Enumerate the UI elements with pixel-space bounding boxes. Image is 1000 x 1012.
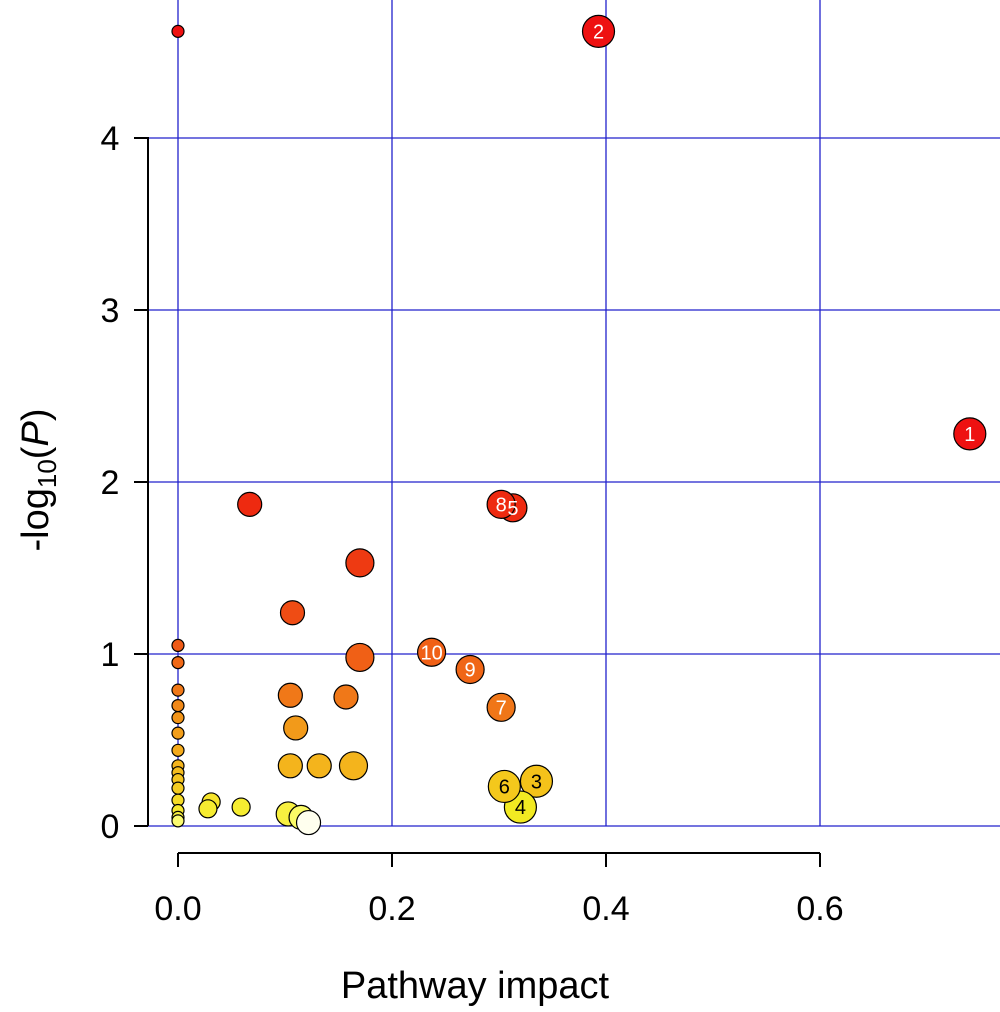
y-axis-title-subscript: 10 bbox=[32, 459, 62, 488]
y-axis-title-close: ) bbox=[15, 409, 57, 422]
y-ticks: 0 1 2 3 4 bbox=[101, 120, 148, 846]
data-point bbox=[171, 655, 185, 670]
x-tick-label: 0.4 bbox=[582, 890, 629, 928]
data-point bbox=[171, 711, 185, 725]
data-point bbox=[171, 24, 185, 38]
data-point bbox=[171, 698, 185, 713]
y-axis-title-open: ( bbox=[15, 446, 57, 459]
data-point bbox=[581, 14, 616, 48]
data-point bbox=[486, 692, 516, 722]
data-point bbox=[277, 682, 303, 708]
y-axis-title-prefix: -log bbox=[15, 488, 57, 551]
data-point bbox=[279, 600, 306, 626]
y-tick-label: 4 bbox=[101, 120, 120, 158]
data-point bbox=[171, 726, 185, 740]
data-point bbox=[338, 751, 369, 781]
data-point bbox=[487, 769, 521, 804]
data-point-label: 8 bbox=[496, 494, 507, 516]
data-point bbox=[171, 638, 185, 653]
data-point-label: 6 bbox=[499, 776, 510, 798]
data-point-label: 3 bbox=[531, 771, 542, 793]
data-point-label: 7 bbox=[496, 697, 507, 719]
x-tick-label: 0.2 bbox=[368, 890, 415, 928]
data-point-label: 4 bbox=[515, 797, 526, 819]
data-point bbox=[171, 814, 185, 828]
data-point bbox=[486, 489, 516, 519]
data-point bbox=[171, 743, 185, 757]
data-point bbox=[519, 764, 554, 798]
data-point bbox=[171, 781, 185, 795]
data-point bbox=[198, 799, 218, 819]
data-point-label: 2 bbox=[593, 21, 604, 43]
data-point bbox=[953, 417, 987, 451]
y-tick-label: 2 bbox=[101, 464, 120, 502]
data-points: 1 2 34 5 6 7 8 9 10 bbox=[171, 14, 987, 836]
data-point bbox=[231, 797, 251, 817]
y-tick-label: 3 bbox=[101, 292, 120, 330]
x-ticks: 0.0 0.2 0.4 0.6 bbox=[154, 853, 844, 928]
data-point bbox=[171, 683, 185, 697]
data-point-label: 10 bbox=[420, 642, 442, 664]
data-point bbox=[416, 637, 447, 667]
data-point bbox=[237, 491, 263, 517]
data-point-label: 1 bbox=[964, 424, 975, 446]
data-point bbox=[345, 642, 375, 673]
gridlines bbox=[148, 0, 1000, 827]
data-point bbox=[345, 548, 375, 578]
y-tick-label: 0 bbox=[101, 808, 120, 846]
y-tick-label: 1 bbox=[101, 636, 120, 674]
x-tick-label: 0.6 bbox=[796, 890, 843, 928]
y-axis-title: -log10(P) bbox=[15, 409, 62, 552]
x-tick-label: 0.0 bbox=[154, 890, 201, 928]
y-axis-title-italic: P bbox=[15, 421, 57, 447]
data-point bbox=[455, 654, 485, 685]
data-point-label: 9 bbox=[465, 659, 476, 681]
data-point bbox=[277, 753, 303, 779]
data-point bbox=[306, 753, 332, 779]
data-point bbox=[283, 715, 309, 741]
x-axis-title: Pathway impact bbox=[341, 965, 610, 1007]
data-point bbox=[295, 809, 322, 836]
data-point bbox=[333, 684, 359, 710]
data-point-label: 5 bbox=[507, 498, 518, 520]
